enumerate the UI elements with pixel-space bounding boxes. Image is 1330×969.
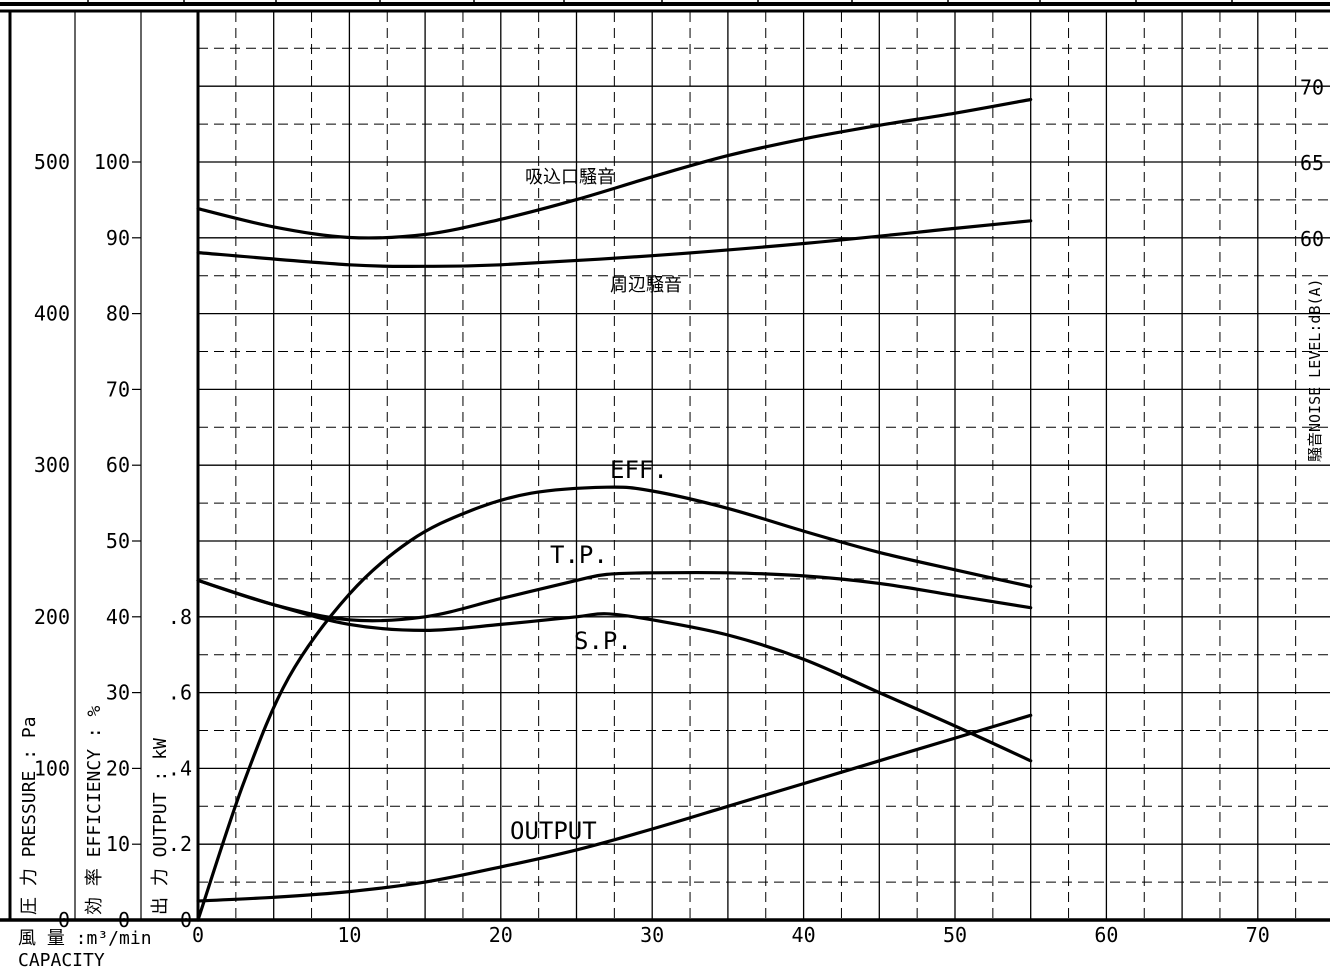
efficiency-tick-label: 30	[106, 681, 130, 705]
series-label: 吸込口騒音	[525, 167, 615, 188]
series-label: EFF.	[610, 456, 668, 484]
series-label: T.P.	[550, 541, 608, 569]
x-tick-label: 60	[1094, 923, 1118, 947]
x-tick-label: 30	[640, 923, 664, 947]
noise-axis-label: 騒音NOISE LEVEL:dB(A)	[1306, 278, 1324, 462]
series-label: 周辺騒音	[610, 275, 682, 296]
efficiency-tick-label: 80	[106, 302, 130, 326]
output-tick-label: .2	[168, 832, 192, 856]
noise-tick-label: 60	[1300, 227, 1324, 251]
series-line	[196, 219, 1033, 268]
pressure-tick-label: 0	[58, 908, 70, 932]
efficiency-tick-label: 60	[106, 453, 130, 477]
series-line	[196, 578, 1033, 763]
efficiency-tick-label: 90	[106, 226, 130, 250]
noise-tick-label: 65	[1300, 151, 1324, 175]
efficiency-tick-label: 20	[106, 756, 130, 780]
x-tick-label: 20	[489, 923, 513, 947]
pressure-axis-label: 圧 力 PRESSURE : Pa	[19, 716, 40, 915]
efficiency-tick-label: 50	[106, 529, 130, 553]
pressure-tick-label: 200	[34, 605, 70, 629]
x-axis-label-jp: 風 量 :m³/min	[18, 928, 152, 949]
pressure-tick-label: 100	[34, 756, 70, 780]
x-tick-label: 70	[1246, 923, 1270, 947]
series-label: OUTPUT	[510, 817, 597, 845]
pressure-tick-label: 400	[34, 302, 70, 326]
series-line	[196, 713, 1033, 903]
curves	[196, 97, 1033, 922]
x-tick-label: 0	[192, 923, 204, 947]
series-line	[196, 97, 1033, 240]
chart-frame	[0, 0, 1330, 922]
x-axis-label-en: CAPACITY	[18, 950, 105, 969]
efficiency-tick-label: 40	[106, 605, 130, 629]
series-line	[196, 570, 1033, 623]
series-line	[196, 485, 1033, 922]
output-tick-label: .8	[168, 605, 192, 629]
pressure-tick-label: 300	[34, 453, 70, 477]
series-label: S.P.	[574, 627, 632, 655]
pressure-tick-label: 500	[34, 150, 70, 174]
x-tick-label: 10	[337, 923, 361, 947]
output-tick-label: .4	[168, 756, 192, 780]
tick-labels: 0 10 20 30 40 50 60 700100200300400500010203040…	[34, 75, 1324, 947]
efficiency-tick-label: 70	[106, 377, 130, 401]
x-tick-label: 50	[943, 923, 967, 947]
efficiency-tick-label: 100	[94, 150, 130, 174]
output-axis-label: 出 力 OUTPUT : kW	[150, 738, 171, 915]
output-tick-label: .6	[168, 681, 192, 705]
efficiency-tick-label: 0	[118, 908, 130, 932]
x-tick-label: 40	[792, 923, 816, 947]
efficiency-axis-label: 効 率 EFFICIENCY : %	[84, 705, 105, 915]
grid	[198, 12, 1330, 920]
noise-tick-label: 70	[1300, 75, 1324, 99]
efficiency-tick-label: 10	[106, 832, 130, 856]
output-tick-label: 0	[180, 908, 192, 932]
